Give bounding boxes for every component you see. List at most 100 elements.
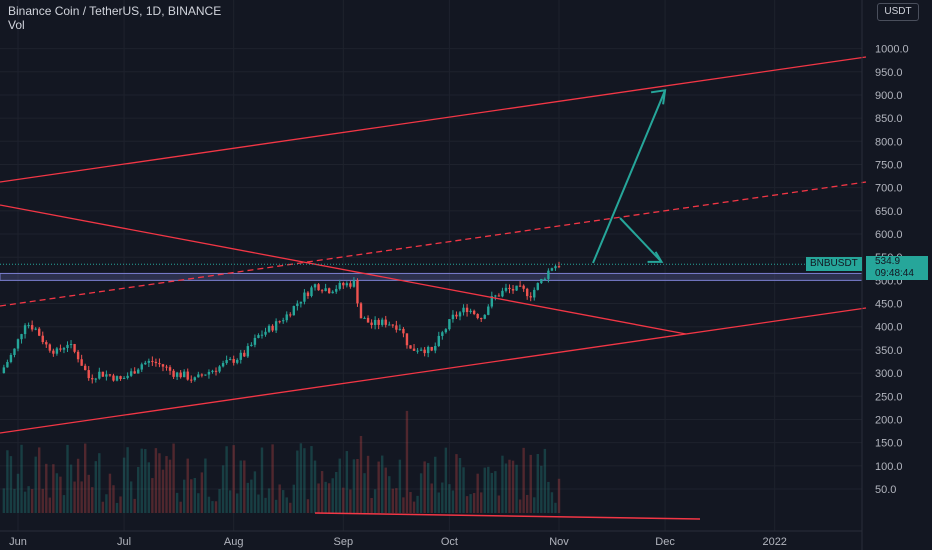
volume-bar [218,489,221,513]
volume-bar [388,476,391,513]
volume-trendline[interactable] [314,512,701,520]
candle-body [158,363,161,365]
volume-bar [27,486,30,513]
candle-body [536,283,539,290]
volume-bar [243,460,246,513]
price-tick-label: 750.0 [875,159,903,171]
volume-bar [451,490,455,513]
arrow-up-head[interactable] [650,89,667,105]
candle-body [356,280,359,304]
volume-bar [395,488,398,513]
volume-bar [441,482,444,513]
candle-body [62,348,66,350]
candle-body [133,371,136,374]
trendlines[interactable] [0,56,867,520]
arrow-up-line[interactable] [592,89,667,264]
volume-bar [115,502,119,513]
volume-bar [264,497,267,513]
volume-bar [487,466,490,513]
price-tick-label: 850.0 [875,113,903,125]
volume-bar [359,435,363,513]
candle-body [317,284,320,291]
volume-bar [193,477,196,513]
time-axis[interactable]: Jun Jul Aug Sep Oct Nov Dec 2022 [9,536,787,548]
volume-bar [38,447,41,513]
candle-body [384,319,387,325]
volume-bar [342,487,345,513]
candle-body [20,334,23,340]
volume-bar [168,459,172,513]
volume-bar [430,483,433,513]
volume-bar [179,501,182,513]
volume-bar [48,497,52,513]
candle-body [487,306,490,315]
candle-body [260,334,264,336]
volume-bar [45,463,48,513]
candle-body [458,312,462,317]
candle-body [476,313,479,319]
currency-button[interactable]: USDT [877,3,919,21]
projection-arrows[interactable] [592,89,667,264]
price-tick-label: 450.0 [875,299,903,311]
volume-bar [282,490,285,513]
candle-body [76,351,80,360]
price-tick-label: 650.0 [875,206,903,218]
candle-body [13,348,16,355]
volume-bar [554,502,557,513]
channel-midline[interactable] [0,181,867,307]
volume-bar [9,456,13,513]
volume-bar [504,463,508,513]
volume-bar [207,496,211,513]
volume-bar [426,463,430,513]
candle-body [437,335,440,347]
candle-body [285,314,288,321]
lower-channel-line[interactable] [0,307,867,434]
candle-body [497,295,501,297]
time-tick-label: Sep [334,536,354,548]
arrow-down-line[interactable] [619,217,663,263]
volume-bar [448,484,451,513]
candle-body [66,344,69,349]
candle-body [218,366,221,372]
candle-body [296,303,299,307]
volume-label: Vol [8,18,25,32]
volume-bar [423,461,426,513]
volume-bar [66,444,69,513]
volume-bar [547,481,550,513]
candle-body [310,287,313,296]
price-tick-label: 600.0 [875,229,903,241]
candle-body [395,325,398,330]
upper-channel-line[interactable] [0,56,867,183]
descending-trendline[interactable] [0,204,687,335]
candle-body [423,349,426,354]
candle-body [211,370,214,372]
arrow-down-head[interactable] [647,251,664,263]
candle-body [271,325,274,331]
candle-body [257,335,260,338]
volume-bar [137,466,140,513]
volume-bar [133,498,136,513]
volume-bar [52,464,55,513]
horizontal-zone[interactable] [0,272,863,281]
candle-body [122,377,126,380]
volume-bar [151,478,154,513]
price-tick-label: 950.0 [875,67,903,79]
volume-bar [363,473,366,513]
volume-bar [543,448,547,513]
volume-bar [158,453,161,513]
volume-bar [228,490,232,513]
candle-body [465,307,469,313]
candle-body [182,371,186,378]
volume-bar [221,465,225,513]
candle-body [377,319,380,325]
candle-body [190,379,193,381]
volume-bar [87,474,90,513]
volume-bar [55,473,59,513]
candle-body [303,292,306,302]
volume-bar [253,471,257,513]
volume-bar [260,447,264,513]
candle-body [101,371,105,377]
volume-bar [119,496,122,513]
candle-body [547,270,550,279]
